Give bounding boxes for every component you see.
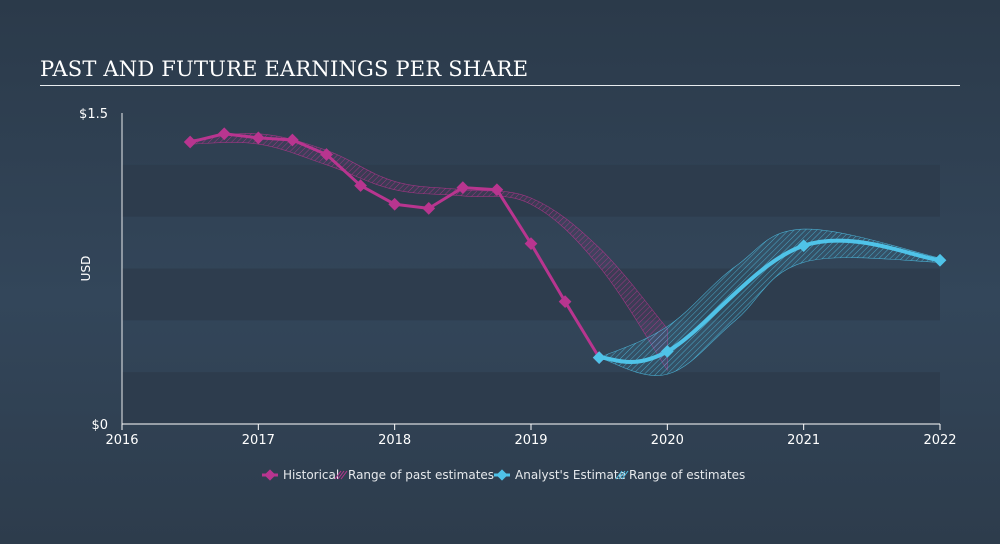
estimate-point	[933, 253, 947, 267]
x-tick-label: 2022	[923, 433, 956, 448]
legend-hatch-swatch	[621, 470, 629, 480]
historical-point	[320, 148, 333, 161]
x-tick-label: 2018	[378, 433, 411, 448]
series-lines	[183, 127, 947, 365]
x-tick-label: 2020	[651, 433, 684, 448]
grid-band	[122, 268, 940, 321]
legend-hatch-swatch	[615, 470, 623, 480]
legend-label: Range of estimates	[629, 468, 745, 482]
legend-label: Range of past estimates	[348, 468, 494, 482]
y-axis-labels: $0 $1.5	[79, 107, 108, 433]
axes	[121, 113, 941, 430]
legend: Historical Range of past estimates Analyst…	[262, 468, 745, 482]
legend-hatch-swatch	[334, 470, 342, 480]
x-tick-label: 2017	[242, 433, 275, 448]
historical-point	[217, 127, 231, 141]
historical-point	[388, 197, 402, 211]
legend-hatch-swatch	[618, 470, 626, 480]
historical-point	[490, 183, 504, 197]
x-tick-label: 2019	[514, 433, 547, 448]
x-tick-label: 2016	[105, 433, 138, 448]
historical-point	[422, 202, 436, 215]
grid-band	[122, 164, 940, 217]
analyst-estimate-line	[597, 238, 942, 364]
legend-marker	[496, 469, 508, 481]
background-bands	[122, 164, 940, 424]
y-tick-label: $0	[91, 418, 108, 433]
y-tick-label: $1.5	[79, 107, 108, 122]
x-axis-labels: 2016 2017 2018 2019 2020 2021 2022	[105, 433, 956, 448]
historical-point	[183, 135, 197, 149]
y-axis-title: USD	[79, 256, 93, 282]
legend-marker	[264, 469, 276, 481]
legend-label: Analyst's Estimate	[515, 468, 626, 482]
historical-point	[286, 133, 299, 147]
legend-label: Historical	[283, 468, 339, 482]
legend-hatch-swatch	[340, 470, 348, 480]
title-divider	[40, 85, 960, 86]
historical-point	[354, 179, 367, 192]
historical-point	[456, 181, 470, 195]
chart-title: PAST AND FUTURE EARNINGS PER SHARE	[40, 57, 529, 81]
grid-band	[122, 372, 940, 424]
x-tick-label: 2021	[787, 433, 820, 448]
legend-hatch-swatch	[337, 470, 345, 480]
